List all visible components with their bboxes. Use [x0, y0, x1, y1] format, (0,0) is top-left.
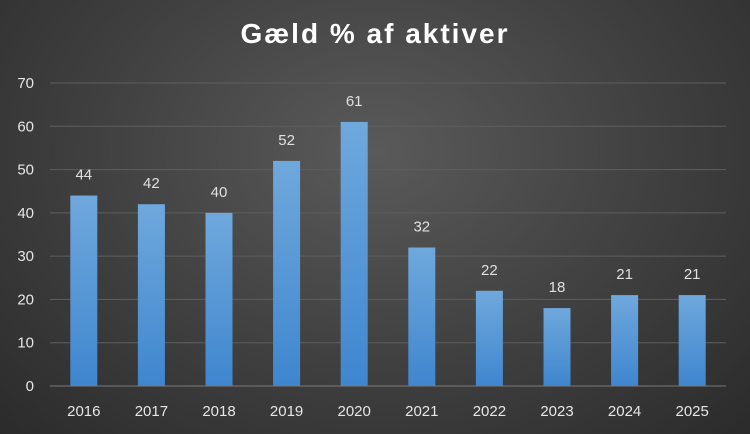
bar-2023 — [543, 308, 571, 386]
x-tick-label: 2025 — [676, 403, 709, 420]
data-label-2017: 42 — [143, 175, 160, 192]
data-label-2016: 44 — [75, 167, 92, 184]
y-tick-label: 70 — [17, 75, 34, 92]
y-tick-label: 40 — [17, 205, 34, 222]
data-label-2024: 21 — [616, 266, 633, 283]
x-tick-label: 2017 — [135, 403, 168, 420]
y-tick-label: 0 — [26, 378, 34, 395]
bar-2022 — [475, 290, 503, 386]
bar-2016 — [70, 195, 98, 386]
data-label-2025: 21 — [684, 266, 701, 283]
x-tick-label: 2021 — [405, 403, 438, 420]
y-tick-label: 10 — [17, 335, 34, 352]
x-tick-label: 2024 — [608, 403, 641, 420]
x-axis-ticks: 2016 2017 2018 2019 2020 2021 2022 2023 2024 2025 — [67, 403, 709, 420]
x-tick-label: 2018 — [202, 403, 235, 420]
bars — [70, 121, 706, 386]
y-tick-label: 60 — [17, 118, 34, 135]
data-label-2019: 52 — [278, 132, 295, 149]
bar-2025 — [678, 295, 706, 386]
bar-2017 — [137, 204, 165, 386]
x-tick-label: 2016 — [67, 403, 100, 420]
data-labels: 44 42 40 52 61 32 22 18 21 21 — [75, 93, 700, 296]
x-tick-label: 2019 — [270, 403, 303, 420]
y-tick-label: 20 — [17, 291, 34, 308]
bar-2020 — [340, 121, 368, 386]
bar-2018 — [205, 212, 233, 386]
x-tick-label: 2023 — [540, 403, 573, 420]
bar-2024 — [611, 295, 639, 386]
data-label-2018: 40 — [211, 184, 228, 201]
x-tick-label: 2020 — [338, 403, 371, 420]
bar-2019 — [273, 160, 301, 386]
data-label-2020: 61 — [346, 93, 363, 110]
chart-title: Gæld % af aktiver — [240, 18, 510, 49]
data-label-2023: 18 — [549, 279, 566, 296]
data-label-2021: 32 — [413, 218, 430, 235]
y-tick-label: 50 — [17, 162, 34, 179]
y-tick-label: 30 — [17, 248, 34, 265]
y-axis-ticks: 0 10 20 30 40 50 60 70 — [17, 75, 34, 395]
data-label-2022: 22 — [481, 262, 498, 279]
bar-2021 — [408, 247, 436, 386]
x-tick-label: 2022 — [473, 403, 506, 420]
